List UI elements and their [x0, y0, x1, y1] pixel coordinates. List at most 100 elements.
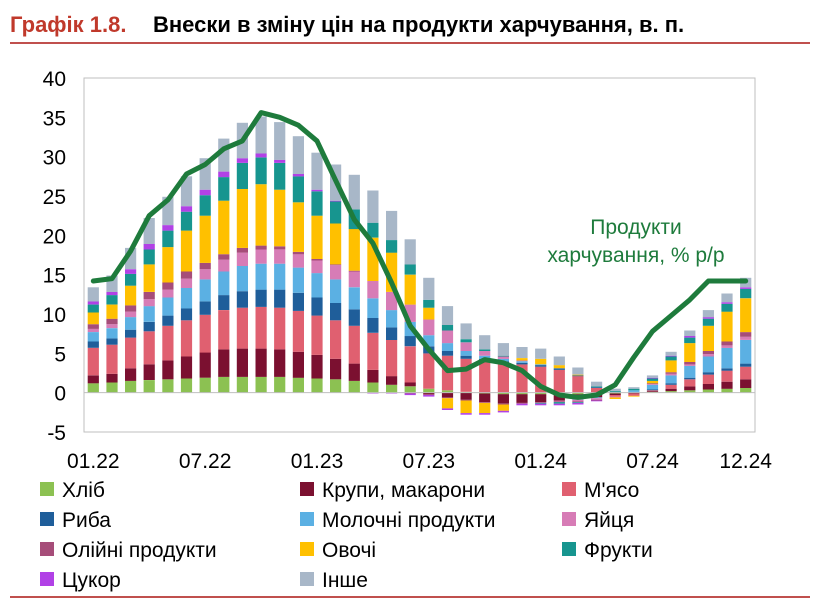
bar-segment: [516, 361, 528, 363]
bar-segment: [106, 304, 118, 319]
bar-segment: [572, 374, 584, 376]
bar-segment: [702, 310, 714, 318]
bar-segment: [274, 122, 286, 160]
bar-segment: [386, 327, 398, 340]
bar-segment: [460, 413, 472, 415]
bar-segment: [665, 384, 677, 389]
bar-segment: [441, 343, 454, 351]
bar-segment: [330, 223, 342, 265]
bar-segment: [535, 402, 547, 403]
bar-segment: [236, 376, 248, 393]
bar-segment: [572, 375, 584, 377]
bar-segment: [106, 382, 118, 393]
bar-segment: [609, 388, 621, 392]
bar-segment: [386, 310, 398, 328]
y-tick-label: 40: [43, 68, 66, 91]
bar-segment: [423, 395, 435, 397]
bar-segment: [404, 386, 416, 393]
bar-segment: [292, 377, 304, 393]
bar-segment: [236, 188, 248, 248]
bar-segment: [255, 184, 267, 246]
bar-segment: [367, 222, 379, 238]
bar-segment: [721, 388, 733, 393]
legend-swatch: [40, 512, 54, 526]
bar-segment: [162, 289, 174, 298]
bar-segment: [348, 287, 360, 310]
legend-label: Інше: [322, 569, 368, 592]
bar-segment: [330, 265, 342, 280]
bar-segment: [348, 380, 360, 393]
bar-segment: [404, 274, 416, 305]
bar-segment: [180, 356, 193, 379]
legend-swatch: [300, 482, 314, 496]
bar-segment: [646, 391, 659, 392]
bar-segment: [125, 311, 137, 318]
bar-segment: [721, 303, 733, 312]
bar-segment: [106, 373, 118, 383]
bar-segment: [292, 136, 304, 174]
legend-label: Хліб: [62, 479, 105, 502]
bar-segment: [255, 263, 267, 290]
bar-segment: [218, 254, 230, 260]
bar-segment: [665, 375, 677, 384]
bar-segment: [702, 351, 714, 355]
y-tick-label: 10: [43, 304, 66, 327]
bar-segment: [143, 364, 155, 380]
bar-segment: [180, 278, 193, 288]
bar-segment: [628, 387, 640, 389]
legend-swatch: [40, 572, 54, 586]
bar-segment: [423, 299, 435, 308]
bar-segment: [311, 260, 323, 274]
bar-segment: [423, 319, 435, 336]
bar-segment: [702, 389, 714, 393]
bar-segment: [367, 369, 379, 383]
bar-segment: [125, 337, 137, 369]
bar-segment: [292, 310, 304, 352]
legend-swatch: [40, 542, 54, 556]
bar-segment: [553, 356, 565, 366]
bar-segment: [721, 293, 733, 303]
bar-segment: [609, 393, 621, 396]
bar-segment: [423, 394, 435, 395]
bar-segment: [125, 273, 137, 286]
bar-segment: [274, 163, 286, 190]
bar-segment: [702, 354, 714, 357]
bar-segment: [236, 266, 248, 292]
bar-segment: [572, 376, 584, 393]
bar-segment: [311, 297, 323, 316]
bar-segment: [199, 377, 211, 393]
bar-segment: [441, 398, 454, 409]
title-row: Графік 1.8. Внески в зміну цін на продук…: [10, 8, 810, 44]
bar-segment: [684, 336, 696, 338]
bar-segment: [386, 376, 398, 385]
bar-segment: [479, 402, 491, 403]
bar-segment: [497, 403, 509, 405]
bar-segment: [572, 401, 584, 403]
x-tick-label: 12.24: [719, 450, 772, 473]
bar-segment: [255, 348, 267, 377]
bar-segment: [423, 307, 435, 320]
bar-segment: [516, 364, 528, 393]
bar-segment: [162, 325, 174, 361]
bar-segment: [274, 349, 286, 377]
bar-segment: [236, 158, 248, 163]
bar-segment: [740, 379, 752, 388]
bar-segment: [740, 366, 752, 380]
bar-segment: [591, 400, 603, 402]
bar-segment: [740, 363, 752, 367]
bar-segment: [87, 347, 99, 376]
legend-swatch: [562, 512, 576, 526]
legend-label: Фрукти: [584, 539, 653, 562]
bar-segment: [274, 376, 286, 393]
bar-segment: [255, 289, 267, 307]
bar-segment: [665, 360, 677, 373]
bar-segment: [311, 191, 323, 216]
bar-segment: [609, 395, 621, 397]
bar-segment: [460, 355, 472, 359]
bar-segment: [292, 254, 304, 268]
bar-segment: [274, 263, 286, 290]
bar-segment: [441, 408, 454, 410]
bar-segment: [441, 306, 454, 325]
bar-segment: [125, 380, 137, 393]
line-annotation: Продукти харчування, % р/р: [547, 216, 724, 267]
